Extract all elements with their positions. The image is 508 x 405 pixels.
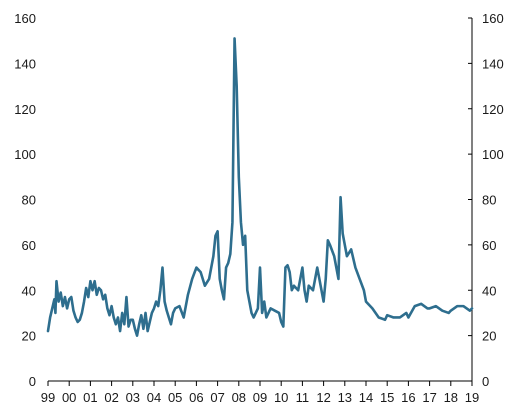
left-y-tick-label: 20: [22, 329, 36, 344]
x-tick-label: 14: [359, 390, 373, 405]
series-layer: [46, 37, 474, 337]
x-tick-label: 17: [422, 390, 436, 405]
left-y-tick-label: 40: [22, 283, 36, 298]
left-y-tick-labels: 0 20 40 60 80 100 120 140 160: [14, 11, 36, 389]
x-tick-label: 07: [210, 390, 224, 405]
left-y-tick-label: 160: [14, 11, 36, 26]
right-y-tick-labels: 0 20 40 60 80 100 120 140 160: [468, 11, 504, 389]
left-y-tick-label: 80: [22, 193, 36, 208]
x-tick-label: 16: [401, 390, 415, 405]
x-tick-label: 10: [274, 390, 288, 405]
x-tick-label: 15: [380, 390, 394, 405]
x-tick-label: 03: [126, 390, 140, 405]
x-tick-label: 18: [444, 390, 458, 405]
x-tick-label: 13: [338, 390, 352, 405]
series-line: [46, 37, 474, 337]
left-y-tick-label: 0: [29, 374, 36, 389]
x-tick-label: 06: [189, 390, 203, 405]
right-y-tick-label: 80: [482, 193, 496, 208]
x-tick-label: 02: [104, 390, 118, 405]
right-y-tick-label: 100: [482, 147, 504, 162]
x-tick-label: 00: [62, 390, 76, 405]
right-y-tick-label: 0: [482, 374, 489, 389]
x-tick-label: 08: [232, 390, 246, 405]
x-tick-label: 04: [147, 390, 161, 405]
left-y-tick-label: 60: [22, 238, 36, 253]
right-y-tick-label: 40: [482, 283, 496, 298]
x-tick-label: 09: [253, 390, 267, 405]
right-y-tick-label: 160: [482, 11, 504, 26]
right-y-tick-label: 140: [482, 56, 504, 71]
x-tick-label: 12: [316, 390, 330, 405]
left-y-tick-label: 120: [14, 102, 36, 117]
right-y-tick-label: 20: [482, 329, 496, 344]
x-tick-label: 19: [465, 390, 479, 405]
right-y-tick-label: 120: [482, 102, 504, 117]
x-tick-label: 11: [296, 390, 310, 405]
left-y-tick-label: 100: [14, 147, 36, 162]
x-tick-label: 05: [168, 390, 182, 405]
right-y-tick-label: 60: [482, 238, 496, 253]
x-tick-label: 99: [41, 390, 55, 405]
x-tick-label: 01: [83, 390, 97, 405]
x-axis-ticks: 99 00 01 02 03 04 05 06 07 08 09 10 11 12 13 14 15 16 17 18…: [41, 381, 479, 405]
left-y-tick-label: 140: [14, 56, 36, 71]
